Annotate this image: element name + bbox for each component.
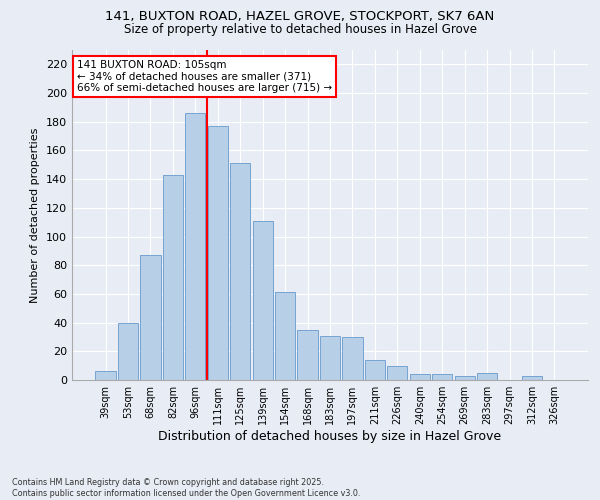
Text: Contains HM Land Registry data © Crown copyright and database right 2025.
Contai: Contains HM Land Registry data © Crown c… <box>12 478 361 498</box>
Bar <box>365 360 385 380</box>
Bar <box>387 366 407 380</box>
X-axis label: Distribution of detached houses by size in Hazel Grove: Distribution of detached houses by size … <box>158 430 502 443</box>
Bar <box>275 292 295 380</box>
Bar <box>522 376 542 380</box>
Bar <box>163 175 183 380</box>
Text: Size of property relative to detached houses in Hazel Grove: Size of property relative to detached ho… <box>124 22 476 36</box>
Bar <box>410 374 430 380</box>
Bar <box>477 373 497 380</box>
Bar <box>343 337 362 380</box>
Y-axis label: Number of detached properties: Number of detached properties <box>31 128 40 302</box>
Bar <box>432 374 452 380</box>
Text: 141, BUXTON ROAD, HAZEL GROVE, STOCKPORT, SK7 6AN: 141, BUXTON ROAD, HAZEL GROVE, STOCKPORT… <box>106 10 494 23</box>
Bar <box>298 330 317 380</box>
Bar <box>455 376 475 380</box>
Bar <box>208 126 228 380</box>
Bar <box>140 255 161 380</box>
Bar <box>320 336 340 380</box>
Text: 141 BUXTON ROAD: 105sqm
← 34% of detached houses are smaller (371)
66% of semi-d: 141 BUXTON ROAD: 105sqm ← 34% of detache… <box>77 60 332 93</box>
Bar <box>118 322 138 380</box>
Bar <box>230 164 250 380</box>
Bar <box>95 372 116 380</box>
Bar <box>185 113 205 380</box>
Bar <box>253 220 273 380</box>
